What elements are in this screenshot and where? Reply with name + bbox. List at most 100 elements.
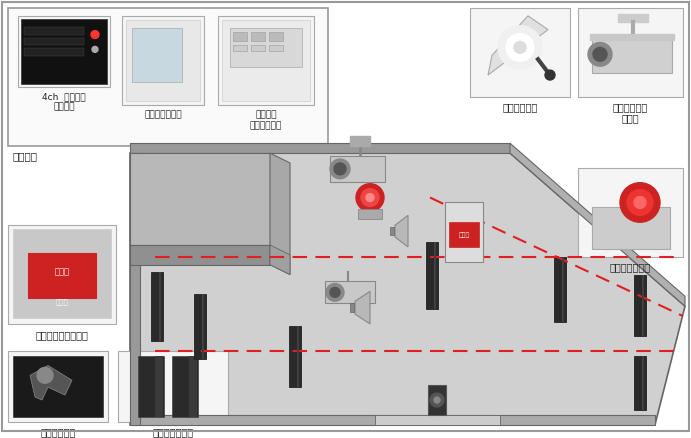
Bar bbox=[159, 272, 161, 341]
Circle shape bbox=[92, 46, 98, 53]
Text: 4ch  デジタル
レコーダ: 4ch デジタル レコーダ bbox=[42, 92, 86, 111]
Bar bbox=[445, 202, 483, 262]
Polygon shape bbox=[130, 245, 270, 265]
Bar bbox=[13, 229, 111, 318]
Bar bbox=[230, 28, 302, 67]
Bar bbox=[233, 32, 247, 42]
Text: 事務所内: 事務所内 bbox=[12, 151, 37, 161]
Bar bbox=[151, 272, 163, 341]
Bar bbox=[202, 294, 204, 359]
Circle shape bbox=[588, 42, 612, 66]
Text: フラッシュサイレン: フラッシュサイレン bbox=[35, 330, 88, 340]
Text: 遠隔監視
コントローラ: 遠隔監視 コントローラ bbox=[250, 111, 282, 130]
Bar bbox=[634, 275, 646, 336]
Polygon shape bbox=[270, 245, 290, 275]
Bar bbox=[8, 8, 328, 146]
Bar bbox=[126, 20, 200, 101]
Circle shape bbox=[498, 26, 542, 69]
Bar bbox=[251, 32, 265, 42]
Polygon shape bbox=[350, 303, 354, 312]
Text: 警戒中: 警戒中 bbox=[55, 298, 68, 305]
Polygon shape bbox=[30, 365, 72, 400]
Bar bbox=[297, 326, 299, 387]
Text: 警戒中: 警戒中 bbox=[458, 232, 470, 238]
Polygon shape bbox=[270, 153, 290, 275]
Bar bbox=[21, 19, 107, 84]
Circle shape bbox=[330, 287, 340, 297]
Text: 音声合成回転灯: 音声合成回転灯 bbox=[609, 262, 650, 272]
Polygon shape bbox=[130, 153, 140, 425]
Circle shape bbox=[634, 197, 646, 208]
Polygon shape bbox=[510, 143, 685, 306]
Circle shape bbox=[620, 183, 660, 222]
Text: 警備用電源装置: 警備用電源装置 bbox=[144, 111, 182, 120]
Bar bbox=[8, 225, 116, 324]
Circle shape bbox=[593, 47, 607, 61]
Bar bbox=[449, 222, 479, 247]
Polygon shape bbox=[488, 16, 548, 75]
Bar bbox=[642, 356, 644, 410]
Circle shape bbox=[334, 163, 346, 175]
Bar bbox=[155, 356, 163, 417]
Bar bbox=[325, 282, 375, 303]
Bar bbox=[8, 351, 108, 422]
Bar bbox=[194, 294, 206, 359]
Polygon shape bbox=[355, 291, 370, 324]
Circle shape bbox=[361, 189, 379, 206]
Circle shape bbox=[430, 393, 444, 407]
Circle shape bbox=[326, 283, 344, 301]
Bar bbox=[330, 156, 385, 182]
Bar bbox=[28, 253, 96, 298]
Circle shape bbox=[545, 70, 555, 80]
Bar bbox=[590, 34, 674, 39]
Bar bbox=[554, 257, 566, 322]
Bar bbox=[578, 8, 683, 97]
Circle shape bbox=[91, 31, 99, 39]
Circle shape bbox=[506, 34, 534, 61]
Bar bbox=[251, 46, 265, 51]
Bar bbox=[222, 20, 310, 101]
Bar bbox=[18, 16, 110, 87]
Circle shape bbox=[330, 159, 350, 179]
Bar bbox=[138, 356, 164, 417]
Circle shape bbox=[366, 194, 374, 201]
Circle shape bbox=[356, 184, 384, 212]
Bar bbox=[428, 385, 446, 415]
Bar bbox=[172, 356, 198, 417]
Bar bbox=[562, 257, 564, 322]
Text: 警戒中: 警戒中 bbox=[55, 267, 70, 276]
Bar bbox=[24, 27, 84, 35]
Bar bbox=[233, 46, 247, 51]
Bar bbox=[269, 32, 283, 42]
Polygon shape bbox=[130, 153, 685, 425]
Bar bbox=[358, 209, 382, 219]
Bar bbox=[269, 46, 283, 51]
Polygon shape bbox=[130, 143, 510, 153]
Bar bbox=[24, 38, 84, 46]
Bar bbox=[24, 48, 84, 57]
Bar bbox=[642, 275, 644, 336]
Bar bbox=[592, 208, 670, 249]
Polygon shape bbox=[130, 415, 655, 425]
Text: キースイッチ: キースイッチ bbox=[40, 427, 75, 437]
Polygon shape bbox=[375, 415, 500, 425]
Bar bbox=[289, 326, 301, 387]
Bar bbox=[592, 35, 672, 73]
Polygon shape bbox=[390, 227, 394, 235]
Bar bbox=[618, 14, 648, 22]
Text: パワーライト: パワーライト bbox=[502, 102, 538, 112]
Bar bbox=[350, 136, 370, 146]
Bar bbox=[434, 242, 436, 309]
Bar bbox=[426, 242, 438, 309]
Circle shape bbox=[627, 190, 653, 215]
Circle shape bbox=[514, 42, 526, 53]
Polygon shape bbox=[130, 153, 270, 245]
Circle shape bbox=[37, 367, 53, 383]
Text: 赤外線照射付
カメラ: 赤外線照射付 カメラ bbox=[612, 102, 647, 124]
Bar bbox=[189, 356, 197, 417]
Text: 赤外線センサー: 赤外線センサー bbox=[153, 427, 193, 437]
Circle shape bbox=[434, 397, 440, 403]
Bar bbox=[122, 16, 204, 105]
Polygon shape bbox=[395, 215, 408, 247]
Bar bbox=[470, 8, 570, 97]
